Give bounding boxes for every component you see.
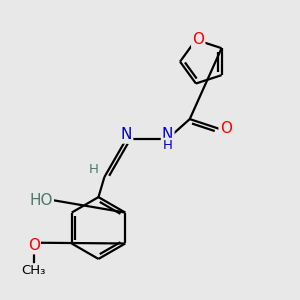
Text: O: O	[28, 238, 40, 253]
Text: H: H	[163, 139, 172, 152]
Text: N: N	[121, 128, 132, 142]
Text: CH₃: CH₃	[22, 264, 46, 277]
Text: H: H	[89, 163, 99, 176]
Text: N: N	[162, 128, 173, 142]
Text: HO: HO	[29, 193, 53, 208]
Text: O: O	[220, 121, 232, 136]
Text: O: O	[192, 32, 204, 47]
